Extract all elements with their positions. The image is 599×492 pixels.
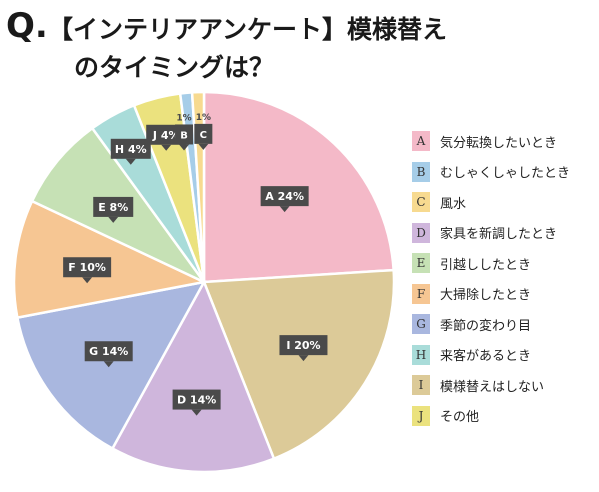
data-label-f: F 10% (63, 257, 112, 284)
legend-swatch: C (412, 192, 430, 213)
data-label-text: A 24% (265, 190, 304, 203)
data-label-pointer (82, 277, 93, 284)
data-label-box (84, 341, 133, 362)
data-label-box (279, 335, 328, 356)
pie-slice-d (110, 279, 276, 474)
data-label-box (63, 257, 112, 278)
data-label-pct-b: 1% (176, 113, 191, 123)
legend-label: 季節の変わり目 (440, 318, 532, 334)
legend-item-g: G 季節の変わり目 (412, 309, 570, 340)
data-label-i: I 20% (279, 335, 328, 362)
legend-swatch: G (412, 314, 430, 335)
data-label-text: D 14% (177, 394, 216, 407)
legend-label: 風水 (440, 196, 467, 212)
data-label-pointer (108, 216, 119, 223)
data-label-box (110, 138, 151, 159)
data-label-pointer (103, 361, 114, 368)
data-label-a: A 24% (260, 186, 309, 213)
legend-label: 来客があるとき (440, 349, 532, 365)
legend-swatch: B (412, 161, 430, 182)
data-label-box (194, 123, 213, 144)
data-label-box (260, 186, 309, 207)
legend-item-a: A 気分転換したいとき (412, 126, 570, 157)
legend-item-i: I 模様替えはしない (412, 370, 570, 401)
data-label-text: I 20% (286, 339, 320, 352)
legend-item-d: D 家具を新調したとき (412, 218, 570, 249)
data-label-text: F 10% (68, 261, 106, 274)
data-label-text: H 4% (115, 143, 147, 156)
data-label-pointer (125, 158, 136, 165)
data-label-text: J 4% (152, 129, 180, 142)
data-label-pointer (279, 206, 290, 213)
data-label-pct-c: 1% (196, 113, 211, 123)
legend-label: 家具を新調したとき (440, 227, 558, 243)
legend-swatch: F (412, 283, 430, 304)
data-label-e: E 8% (93, 196, 134, 223)
data-label-text: C (200, 130, 207, 141)
data-label-pointer (161, 144, 172, 151)
legend-swatch: A (412, 131, 430, 152)
legend-item-c: C 風水 (412, 187, 570, 218)
legend-label: むしゃくしゃしたとき (440, 166, 571, 182)
chart-title-line-1: 【インテリアアンケート】模様替え (48, 15, 448, 44)
data-label-text: E 8% (98, 201, 128, 214)
data-label-box (172, 389, 221, 410)
legend-item-j: J その他 (412, 401, 570, 432)
pie-slice-i (202, 268, 396, 461)
legend-swatch: E (412, 253, 430, 274)
legend-item-f: F 大掃除したとき (412, 279, 570, 310)
data-label-d: D 14% (172, 389, 221, 416)
data-label-box (175, 124, 194, 145)
legend-swatch: J (412, 405, 430, 426)
data-label-text: B (180, 130, 188, 141)
legend-label: 大掃除したとき (440, 288, 532, 304)
pie-slice-g (15, 280, 207, 451)
legend-swatch: I (412, 375, 430, 396)
data-label-h: H 4% (110, 138, 151, 165)
legend-swatch: D (412, 222, 430, 243)
legend-label: その他 (440, 410, 480, 426)
data-label-box (93, 196, 134, 217)
data-label-pointer (179, 144, 190, 151)
chart-title-line-2: のタイミングは？ (74, 53, 275, 82)
legend-item-b: B むしゃくしゃしたとき (412, 157, 570, 188)
data-label-b: B (175, 124, 194, 151)
data-label-pointer (191, 409, 202, 416)
legend-item-e: E 引越ししたとき (412, 248, 570, 279)
legend-item-h: H 来客があるとき (412, 340, 570, 371)
title-q-mark: Q. (6, 6, 48, 46)
data-label-pointer (298, 355, 309, 362)
data-label-text: G 14% (89, 345, 128, 358)
legend-swatch: H (412, 344, 430, 365)
data-label-g: G 14% (84, 341, 133, 368)
chart-legend: A 気分転換したいとき B むしゃくしゃしたとき C 風水 D 家具を新調したとき E 引越しした… (412, 126, 570, 431)
legend-label: 引越ししたとき (440, 257, 532, 273)
legend-label: 気分転換したいとき (440, 135, 558, 151)
data-label-c: C (194, 123, 213, 150)
legend-label: 模様替えはしない (440, 379, 545, 395)
data-label-pointer (198, 143, 209, 150)
